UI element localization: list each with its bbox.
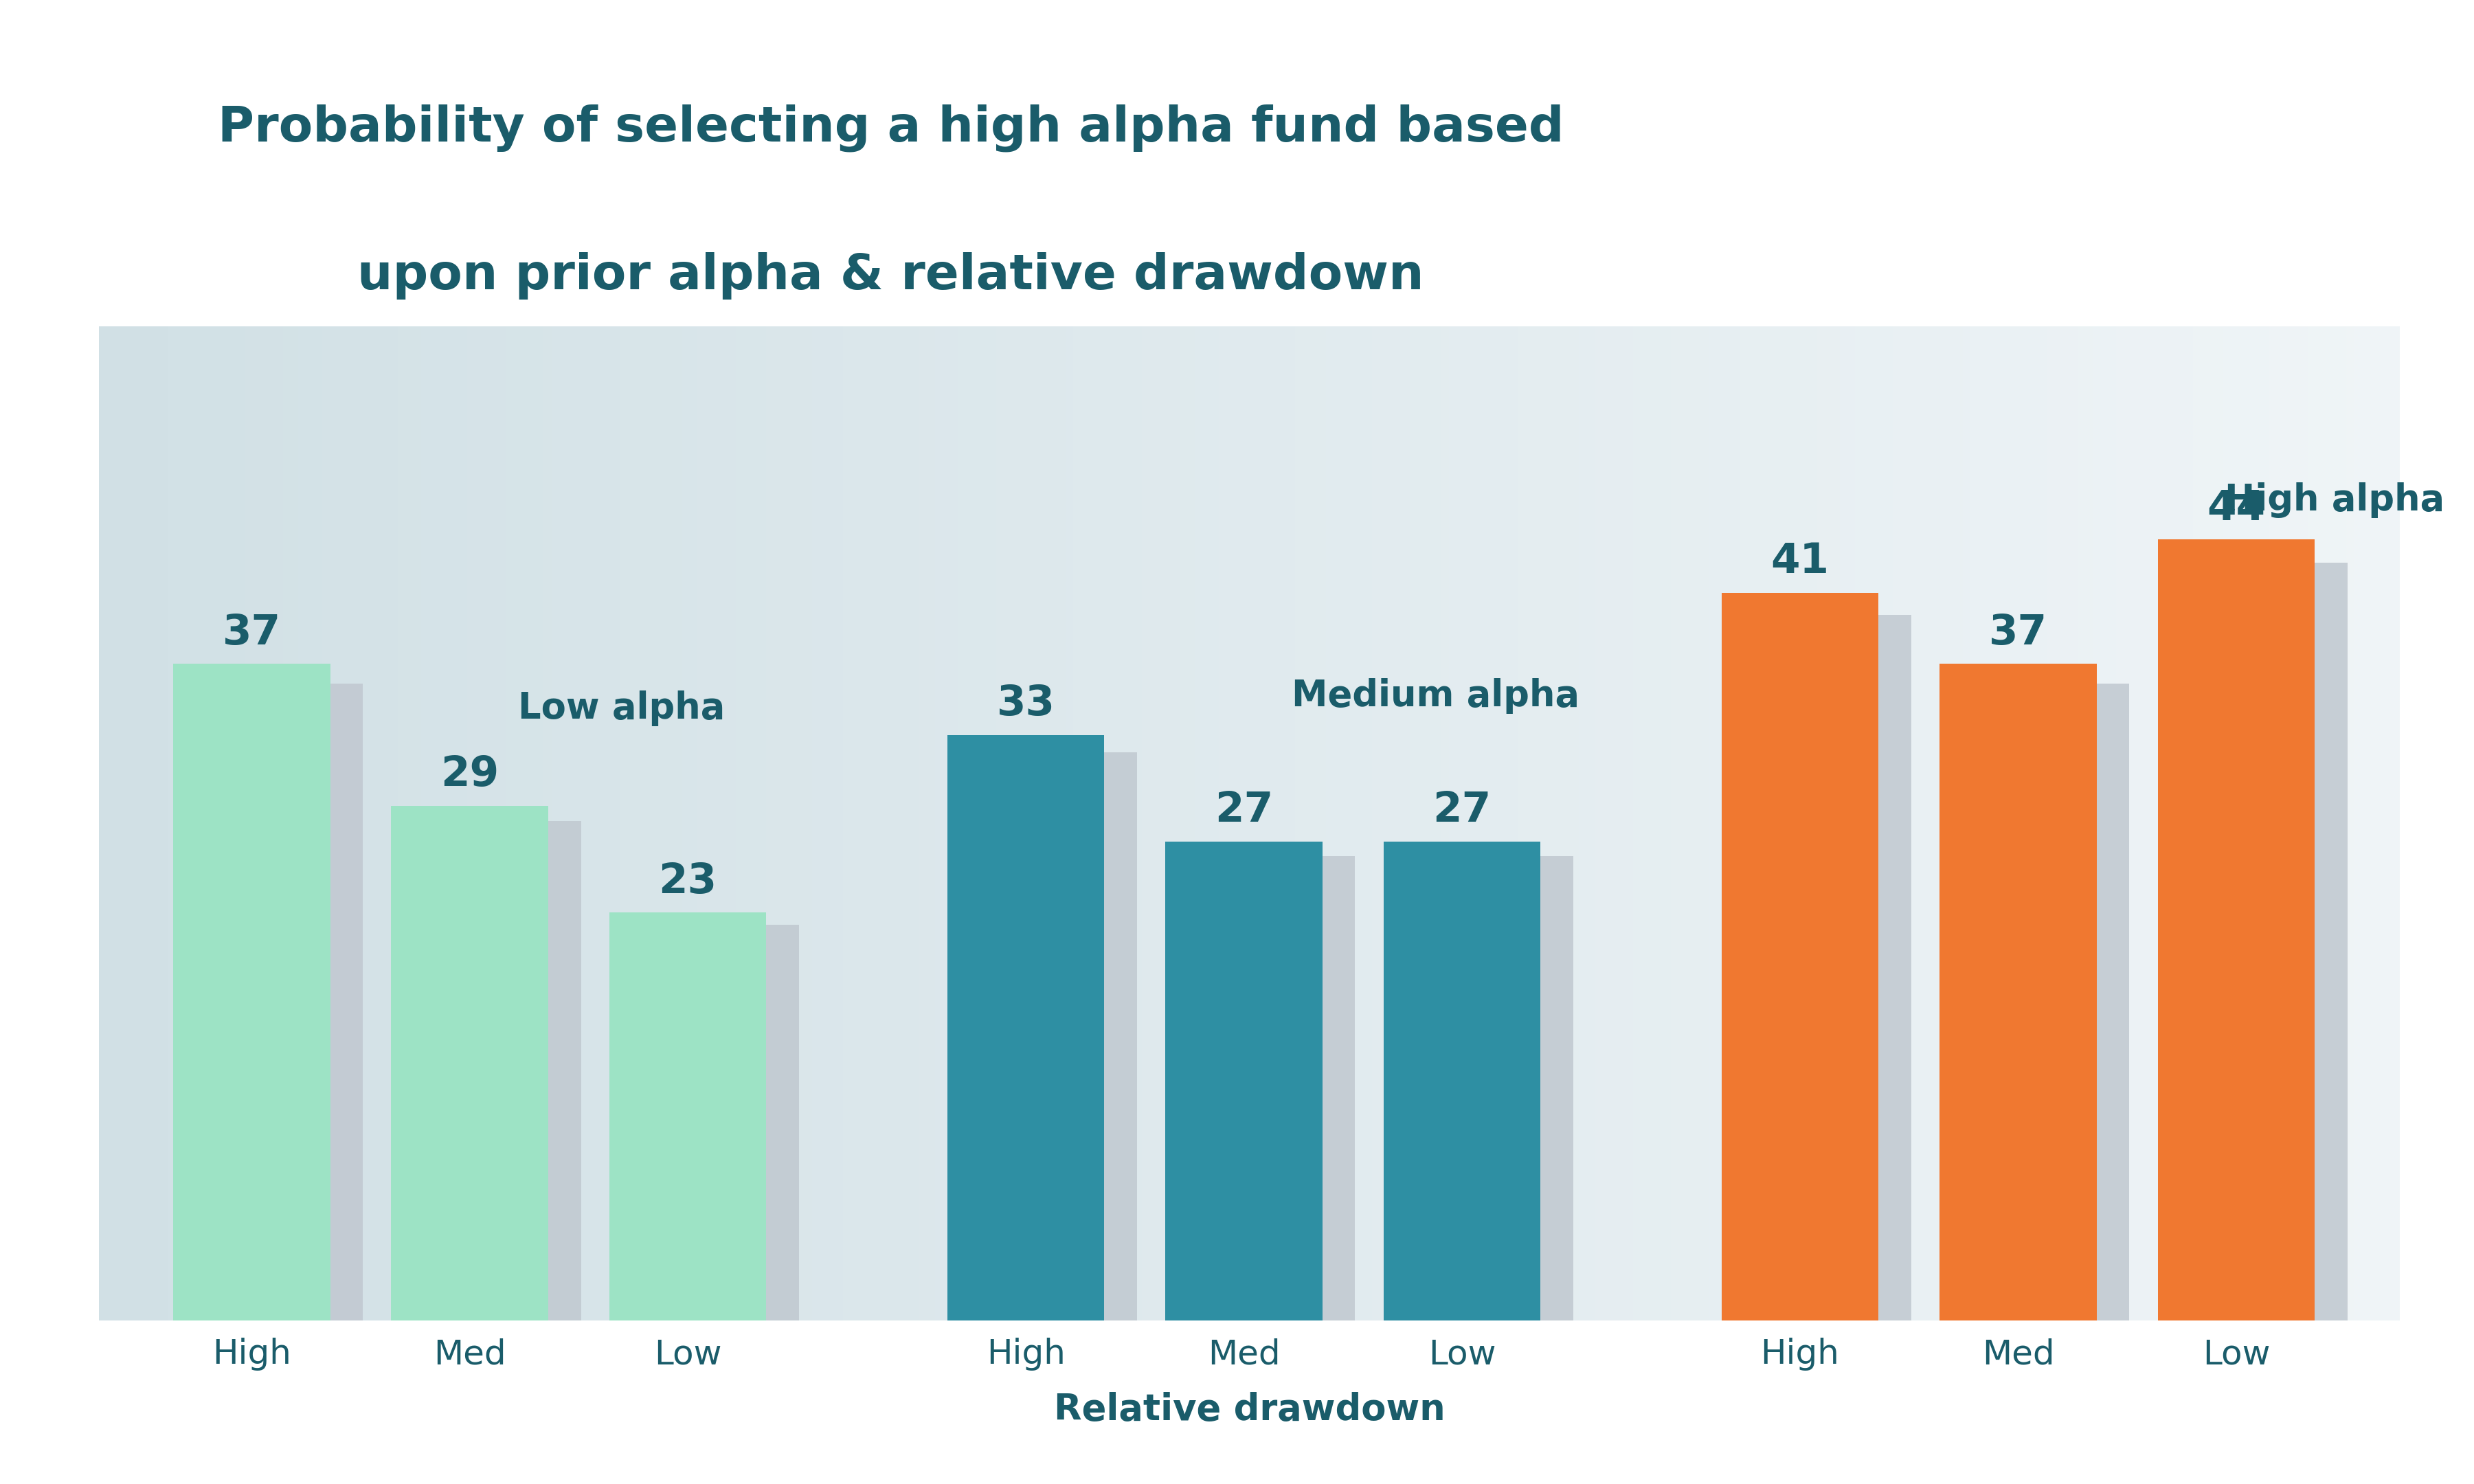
- Text: High alpha: High alpha: [2224, 482, 2444, 518]
- Text: 29: 29: [440, 755, 500, 795]
- Bar: [1754, 614, 1912, 1321]
- Bar: [423, 821, 581, 1321]
- Bar: [2189, 562, 2348, 1321]
- Bar: [980, 752, 1138, 1321]
- Text: Probability of selecting a high alpha fund based: Probability of selecting a high alpha fu…: [218, 104, 1564, 151]
- Text: 27: 27: [1432, 789, 1492, 831]
- Bar: [641, 925, 799, 1321]
- Text: 33: 33: [997, 684, 1054, 724]
- Text: 37: 37: [223, 613, 282, 653]
- Bar: [173, 663, 329, 1321]
- Text: Medium alpha: Medium alpha: [1291, 678, 1581, 714]
- Bar: [609, 913, 767, 1321]
- Text: 44: 44: [2207, 488, 2266, 528]
- X-axis label: Relative drawdown: Relative drawdown: [1054, 1392, 1445, 1428]
- Text: 23: 23: [658, 861, 717, 902]
- Text: Low alpha: Low alpha: [517, 690, 725, 726]
- Bar: [1415, 856, 1573, 1321]
- Bar: [2157, 540, 2316, 1321]
- Text: 37: 37: [1989, 613, 2048, 653]
- Text: upon prior alpha & relative drawdown: upon prior alpha & relative drawdown: [356, 252, 1425, 300]
- Bar: [1722, 592, 1878, 1321]
- Bar: [1197, 856, 1356, 1321]
- Text: 41: 41: [1771, 542, 1828, 582]
- Bar: [1165, 841, 1324, 1321]
- Bar: [948, 735, 1103, 1321]
- Bar: [1972, 684, 2130, 1321]
- Text: 27: 27: [1215, 789, 1274, 831]
- Bar: [205, 684, 364, 1321]
- Bar: [1940, 663, 2095, 1321]
- Bar: [391, 806, 549, 1321]
- Bar: [1383, 841, 1541, 1321]
